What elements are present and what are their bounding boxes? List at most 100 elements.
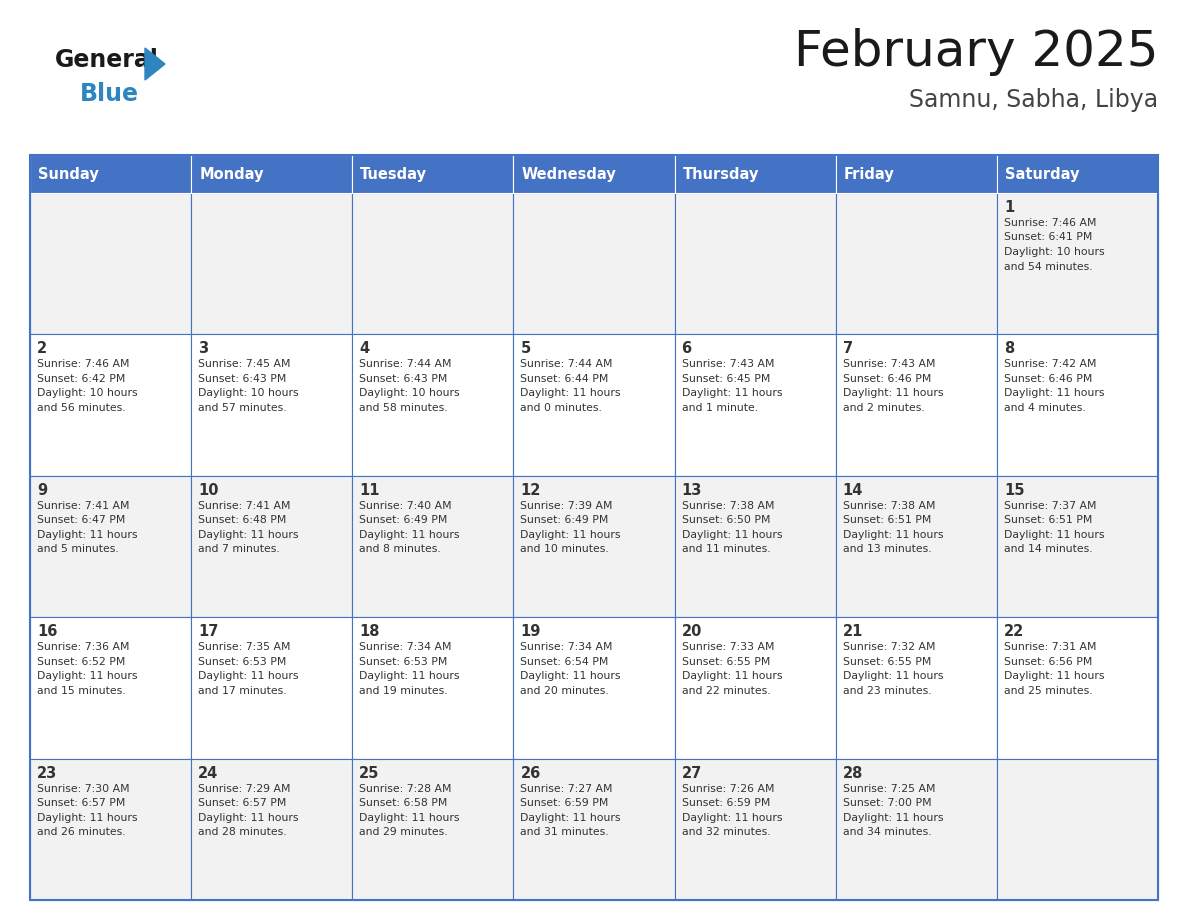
- Text: and 58 minutes.: and 58 minutes.: [359, 403, 448, 413]
- Bar: [353, 617, 513, 758]
- Text: and 2 minutes.: and 2 minutes.: [842, 403, 924, 413]
- Text: Sunset: 6:42 PM: Sunset: 6:42 PM: [37, 374, 126, 384]
- Text: Daylight: 11 hours: Daylight: 11 hours: [1004, 388, 1105, 398]
- Text: Sunset: 6:53 PM: Sunset: 6:53 PM: [198, 656, 286, 666]
- Text: Sunset: 6:50 PM: Sunset: 6:50 PM: [682, 515, 770, 525]
- Text: and 8 minutes.: and 8 minutes.: [359, 544, 441, 554]
- Bar: [353, 155, 513, 193]
- Text: Sunset: 6:57 PM: Sunset: 6:57 PM: [198, 798, 286, 808]
- Text: 1: 1: [1004, 200, 1015, 215]
- Text: Sunset: 6:48 PM: Sunset: 6:48 PM: [198, 515, 286, 525]
- Bar: [513, 193, 675, 334]
- Text: 21: 21: [842, 624, 864, 639]
- Text: Sunrise: 7:31 AM: Sunrise: 7:31 AM: [1004, 643, 1097, 652]
- Text: Sunrise: 7:39 AM: Sunrise: 7:39 AM: [520, 501, 613, 510]
- Text: Daylight: 11 hours: Daylight: 11 hours: [198, 671, 298, 681]
- Text: Daylight: 11 hours: Daylight: 11 hours: [198, 530, 298, 540]
- Text: Friday: Friday: [843, 166, 895, 182]
- Bar: [353, 758, 513, 900]
- Bar: [513, 334, 675, 476]
- Text: 11: 11: [359, 483, 380, 498]
- Bar: [30, 334, 191, 476]
- Text: 18: 18: [359, 624, 380, 639]
- Text: Sunrise: 7:25 AM: Sunrise: 7:25 AM: [842, 784, 935, 793]
- Text: and 31 minutes.: and 31 minutes.: [520, 827, 609, 837]
- Text: Sunrise: 7:35 AM: Sunrise: 7:35 AM: [198, 643, 291, 652]
- Text: Sunset: 6:45 PM: Sunset: 6:45 PM: [682, 374, 770, 384]
- Bar: [353, 193, 513, 334]
- Text: Sunrise: 7:42 AM: Sunrise: 7:42 AM: [1004, 360, 1097, 369]
- Bar: [191, 476, 353, 617]
- Text: 16: 16: [37, 624, 57, 639]
- Bar: [513, 476, 675, 617]
- Text: Saturday: Saturday: [1005, 166, 1080, 182]
- Bar: [997, 155, 1158, 193]
- Text: Sunset: 6:56 PM: Sunset: 6:56 PM: [1004, 656, 1092, 666]
- Text: Sunrise: 7:45 AM: Sunrise: 7:45 AM: [198, 360, 291, 369]
- Text: Sunset: 6:44 PM: Sunset: 6:44 PM: [520, 374, 608, 384]
- Bar: [30, 617, 191, 758]
- Text: and 28 minutes.: and 28 minutes.: [198, 827, 286, 837]
- Text: 28: 28: [842, 766, 864, 780]
- Text: Daylight: 11 hours: Daylight: 11 hours: [682, 530, 782, 540]
- Text: Sunrise: 7:29 AM: Sunrise: 7:29 AM: [198, 784, 291, 793]
- Text: and 1 minute.: and 1 minute.: [682, 403, 758, 413]
- Text: Sunset: 6:54 PM: Sunset: 6:54 PM: [520, 656, 608, 666]
- Text: Daylight: 11 hours: Daylight: 11 hours: [37, 812, 138, 823]
- Text: 19: 19: [520, 624, 541, 639]
- Text: 10: 10: [198, 483, 219, 498]
- Text: 22: 22: [1004, 624, 1024, 639]
- Bar: [191, 155, 353, 193]
- Text: 12: 12: [520, 483, 541, 498]
- Text: Sunset: 6:43 PM: Sunset: 6:43 PM: [198, 374, 286, 384]
- Text: Sunset: 7:00 PM: Sunset: 7:00 PM: [842, 798, 931, 808]
- Bar: [30, 155, 1158, 900]
- Text: Daylight: 10 hours: Daylight: 10 hours: [37, 388, 138, 398]
- Bar: [675, 617, 835, 758]
- Text: Daylight: 11 hours: Daylight: 11 hours: [520, 671, 621, 681]
- Text: and 11 minutes.: and 11 minutes.: [682, 544, 770, 554]
- Text: Sunrise: 7:27 AM: Sunrise: 7:27 AM: [520, 784, 613, 793]
- Text: and 57 minutes.: and 57 minutes.: [198, 403, 286, 413]
- Text: General: General: [55, 48, 159, 72]
- Text: Daylight: 10 hours: Daylight: 10 hours: [198, 388, 298, 398]
- Text: Sunrise: 7:41 AM: Sunrise: 7:41 AM: [37, 501, 129, 510]
- Text: 5: 5: [520, 341, 531, 356]
- Text: February 2025: February 2025: [794, 28, 1158, 76]
- Text: and 22 minutes.: and 22 minutes.: [682, 686, 770, 696]
- Text: and 34 minutes.: and 34 minutes.: [842, 827, 931, 837]
- Text: and 25 minutes.: and 25 minutes.: [1004, 686, 1093, 696]
- Bar: [30, 476, 191, 617]
- Text: Monday: Monday: [200, 166, 264, 182]
- Text: Sunset: 6:51 PM: Sunset: 6:51 PM: [842, 515, 931, 525]
- Bar: [835, 155, 997, 193]
- Text: 27: 27: [682, 766, 702, 780]
- Bar: [997, 334, 1158, 476]
- Text: Sunset: 6:52 PM: Sunset: 6:52 PM: [37, 656, 126, 666]
- Text: Sunset: 6:59 PM: Sunset: 6:59 PM: [682, 798, 770, 808]
- Bar: [513, 758, 675, 900]
- Text: and 0 minutes.: and 0 minutes.: [520, 403, 602, 413]
- Text: Sunrise: 7:43 AM: Sunrise: 7:43 AM: [682, 360, 775, 369]
- Text: Daylight: 11 hours: Daylight: 11 hours: [842, 388, 943, 398]
- Text: Sunset: 6:53 PM: Sunset: 6:53 PM: [359, 656, 448, 666]
- Text: 17: 17: [198, 624, 219, 639]
- Text: and 4 minutes.: and 4 minutes.: [1004, 403, 1086, 413]
- Text: and 17 minutes.: and 17 minutes.: [198, 686, 286, 696]
- Text: Sunset: 6:58 PM: Sunset: 6:58 PM: [359, 798, 448, 808]
- Bar: [997, 193, 1158, 334]
- Text: Sunrise: 7:37 AM: Sunrise: 7:37 AM: [1004, 501, 1097, 510]
- Text: Daylight: 11 hours: Daylight: 11 hours: [842, 812, 943, 823]
- Text: Daylight: 11 hours: Daylight: 11 hours: [682, 671, 782, 681]
- Text: and 26 minutes.: and 26 minutes.: [37, 827, 126, 837]
- Bar: [191, 758, 353, 900]
- Text: Sunrise: 7:40 AM: Sunrise: 7:40 AM: [359, 501, 451, 510]
- Bar: [675, 758, 835, 900]
- Text: Daylight: 10 hours: Daylight: 10 hours: [1004, 247, 1105, 257]
- Text: 26: 26: [520, 766, 541, 780]
- Text: Sunrise: 7:28 AM: Sunrise: 7:28 AM: [359, 784, 451, 793]
- Text: 2: 2: [37, 341, 48, 356]
- Text: Sunrise: 7:34 AM: Sunrise: 7:34 AM: [520, 643, 613, 652]
- Text: and 14 minutes.: and 14 minutes.: [1004, 544, 1093, 554]
- Text: Daylight: 11 hours: Daylight: 11 hours: [37, 671, 138, 681]
